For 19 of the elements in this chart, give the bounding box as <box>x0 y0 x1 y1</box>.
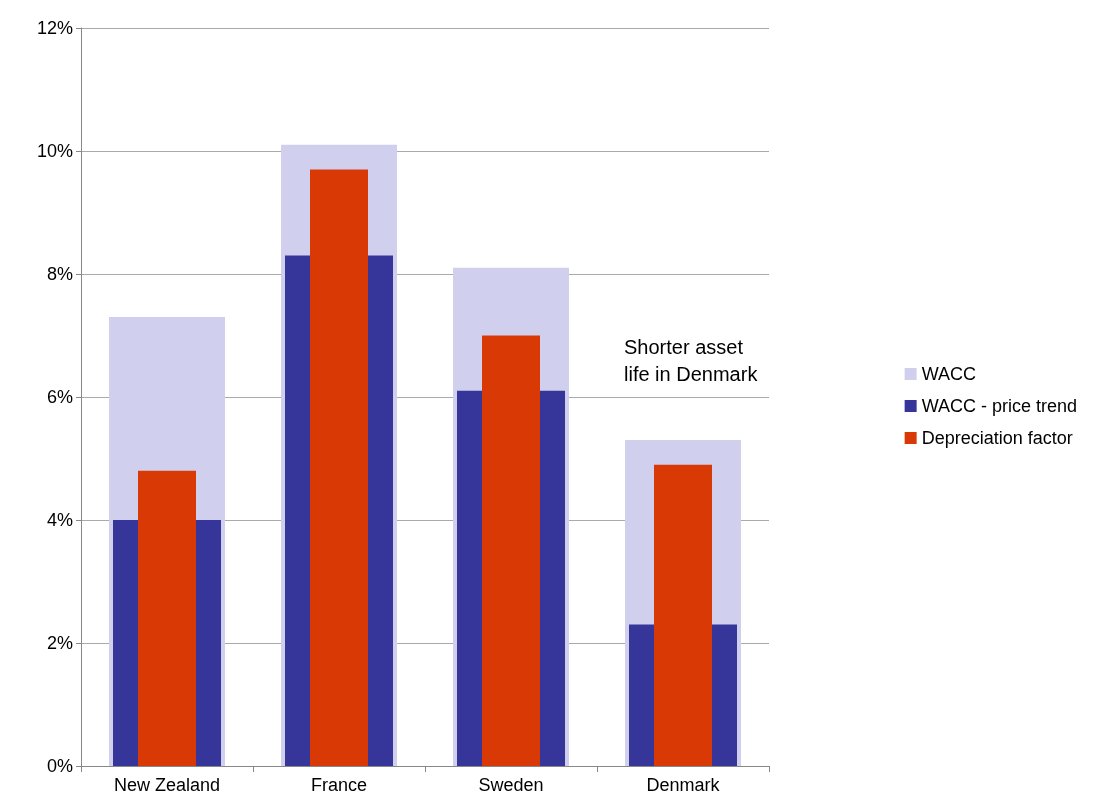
legend-label: Depreciation factor <box>921 428 1073 448</box>
legend-label: WACC - price trend <box>921 396 1078 416</box>
y-tick-label: 0% <box>46 756 73 776</box>
x-tick-label: Sweden <box>478 775 544 795</box>
bar <box>482 335 540 766</box>
y-tick-label: 4% <box>46 510 73 530</box>
y-tick-label: 12% <box>36 18 73 38</box>
annotation: Shorter asset life in Denmark <box>624 335 759 385</box>
bar <box>138 470 196 766</box>
x-tick-label: New Zealand <box>113 775 221 795</box>
y-tick-label: 2% <box>46 633 73 653</box>
bar <box>310 169 368 766</box>
x-tick-label: France <box>310 775 368 795</box>
y-tick-label: 8% <box>46 264 73 284</box>
x-tick-label: Denmark <box>646 775 721 795</box>
legend-label: WACC <box>921 364 976 384</box>
y-tick-label: 6% <box>46 387 73 407</box>
y-tick-label: 10% <box>36 141 73 161</box>
bar <box>654 464 712 766</box>
